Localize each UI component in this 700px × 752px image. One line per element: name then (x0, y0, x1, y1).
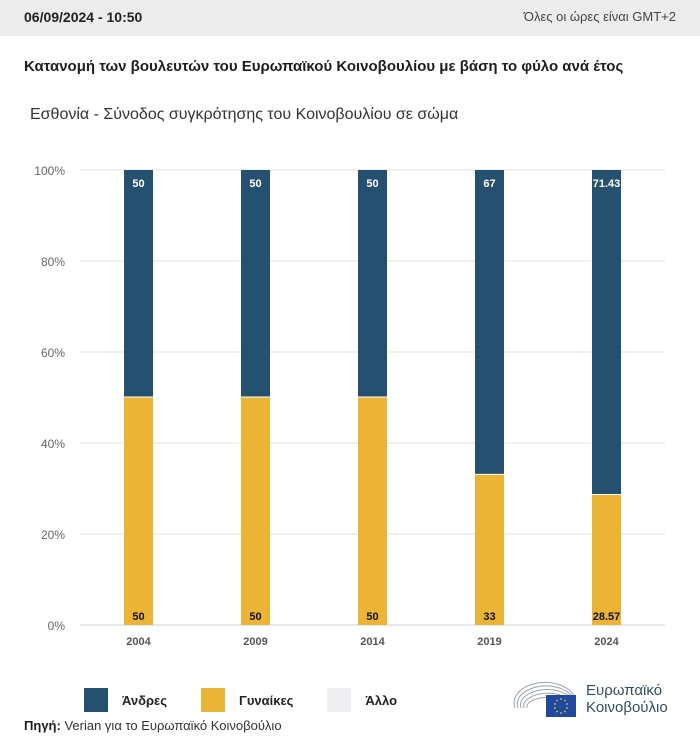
x-tick-label: 2004 (126, 636, 151, 648)
bar-men (592, 170, 621, 495)
data-label-women: 50 (366, 611, 378, 623)
y-tick-label: 80% (41, 255, 65, 269)
data-label-men: 50 (132, 178, 144, 190)
bar-women (592, 495, 621, 625)
logo-line-2: Κοινοβούλιο (586, 699, 668, 716)
legend: Άνδρες Γυναίκες Άλλο (84, 688, 431, 712)
data-label-women: 50 (249, 611, 261, 623)
bar-men (358, 170, 387, 397)
source-label: Πηγή: (24, 718, 61, 733)
y-tick-label: 60% (41, 346, 65, 360)
top-bar: 06/09/2024 - 10:50 Όλες οι ώρες είναι GM… (0, 0, 700, 36)
x-tick-label: 2014 (360, 636, 385, 648)
y-tick-label: 20% (41, 528, 65, 542)
source-text: Verian για το Ευρωπαϊκό Κοινοβούλιο (60, 718, 282, 733)
legend-swatch-men (84, 688, 108, 712)
data-label-women: 50 (132, 611, 144, 623)
legend-label-other: Άλλο (365, 692, 398, 708)
bar-women (241, 397, 270, 625)
y-tick-label: 0% (48, 619, 66, 633)
source-note: Πηγή: Verian για το Ευρωπαϊκό Κοινοβούλι… (24, 718, 282, 733)
logo-line-1: Ευρωπαϊκό (586, 682, 663, 699)
y-tick-label: 40% (41, 437, 65, 451)
x-tick-label: 2024 (594, 636, 619, 648)
chart-subtitle: Εσθονία - Σύνοδος συγκρότησης του Κοινοβ… (30, 106, 459, 123)
data-label-women: 33 (483, 611, 495, 623)
data-label-men: 50 (249, 178, 261, 190)
x-tick-label: 2019 (477, 636, 501, 648)
bar-women (475, 474, 504, 625)
data-label-men: 50 (366, 178, 378, 190)
legend-label-women: Γυναίκες (239, 692, 294, 708)
legend-swatch-other (327, 688, 352, 712)
legend-item-men: Άνδρες (84, 688, 167, 712)
legend-item-women: Γυναίκες (201, 688, 293, 712)
bar-men (475, 170, 504, 474)
legend-label-men: Άνδρες (122, 692, 167, 708)
european-parliament-logo: Ευρωπαϊκό Κοινοβούλιο (512, 680, 682, 720)
logo-text: Ευρωπαϊκό Κοινοβούλιο (586, 682, 668, 716)
stacked-bar-chart: 0% 20% 40% 60% 80% 100% 50 50 2004 50 50 2009 50 50 20… (34, 164, 665, 648)
chart-title: Κατανομή των βουλευτών του Ευρωπαϊκού Κο… (24, 58, 624, 75)
data-label-men: 71.43 (593, 178, 621, 190)
datetime: 06/09/2024 - 10:50 (24, 9, 143, 25)
bar-women (124, 397, 153, 625)
bar-men (124, 170, 153, 397)
x-tick-label: 2009 (243, 636, 267, 648)
legend-swatch-women (201, 688, 225, 712)
y-tick-label: 100% (34, 164, 65, 178)
bar-men (241, 170, 270, 397)
data-label-women: 28.57 (593, 611, 621, 623)
legend-item-other: Άλλο (327, 688, 397, 712)
bar-women (358, 397, 387, 625)
data-label-men: 67 (483, 178, 495, 190)
timezone-note: Όλες οι ώρες είναι GMT+2 (523, 9, 676, 24)
parliament-hemicycle-icon (513, 681, 576, 717)
